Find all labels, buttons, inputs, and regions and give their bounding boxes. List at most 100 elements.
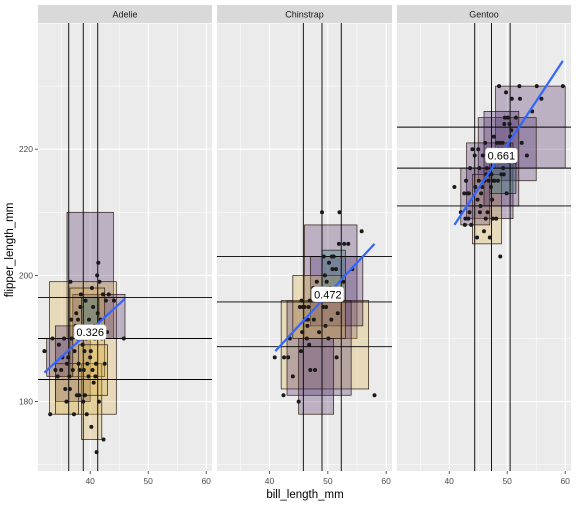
data-point — [76, 317, 81, 322]
data-point — [477, 210, 482, 215]
panel-plot-area: 0.472 — [217, 23, 392, 471]
data-point — [329, 317, 334, 322]
data-point — [84, 412, 89, 417]
data-point — [452, 185, 457, 190]
data-point — [480, 153, 485, 158]
data-point — [494, 216, 499, 221]
facet-panel-adelie: Adelie 0.326 40 50 60 180 200 220 — [19, 5, 212, 486]
data-point — [560, 84, 565, 89]
data-point — [311, 317, 316, 322]
data-point — [466, 191, 471, 196]
facet-strip-label: Adelie — [112, 10, 137, 20]
data-point — [502, 115, 507, 120]
data-point — [483, 216, 488, 221]
data-point — [96, 260, 101, 265]
data-point — [55, 374, 60, 379]
data-point — [488, 185, 493, 190]
data-point — [80, 342, 85, 347]
data-point — [302, 304, 307, 309]
data-point — [48, 412, 53, 417]
correlation-label-box — [311, 286, 345, 303]
data-point — [53, 368, 58, 373]
data-point — [42, 349, 47, 354]
data-point — [299, 298, 304, 303]
data-point — [94, 450, 99, 455]
data-point — [490, 216, 495, 221]
y-axis-title: flipper_length_mm — [4, 203, 16, 298]
data-point — [500, 140, 505, 145]
data-point — [334, 355, 339, 360]
data-point — [462, 191, 467, 196]
data-point — [87, 317, 92, 322]
data-point — [330, 267, 335, 272]
data-point — [85, 361, 90, 366]
data-point — [317, 330, 322, 335]
data-point — [71, 412, 76, 417]
data-point — [296, 399, 301, 404]
data-point — [320, 210, 324, 215]
data-point — [82, 349, 87, 354]
x-tick-label: 60 — [201, 476, 211, 486]
data-point — [485, 210, 490, 215]
data-point — [476, 147, 481, 152]
data-point — [513, 115, 518, 120]
data-point — [484, 166, 489, 171]
data-point — [337, 210, 342, 215]
data-point — [498, 254, 503, 259]
panel-plot-area: 0.661 — [397, 23, 571, 471]
data-point — [81, 368, 86, 373]
data-point — [95, 273, 100, 278]
data-point — [517, 84, 522, 89]
data-point — [272, 355, 277, 360]
data-point — [469, 222, 474, 227]
data-point — [290, 374, 295, 379]
x-tick-label: 50 — [143, 476, 153, 486]
data-point — [502, 121, 507, 126]
data-point — [64, 399, 69, 404]
data-point — [91, 304, 96, 309]
x-axis-title: bill_length_mm — [266, 489, 343, 501]
data-point — [59, 368, 64, 373]
data-point — [81, 399, 86, 404]
data-point — [324, 304, 329, 309]
data-point — [70, 368, 75, 373]
data-point — [97, 279, 102, 284]
panel-plot-area: 0.326 — [38, 23, 212, 471]
data-point — [321, 254, 326, 259]
data-point — [77, 368, 82, 373]
data-point — [102, 361, 107, 366]
data-point — [464, 178, 469, 183]
data-point — [100, 292, 105, 297]
data-point — [88, 355, 93, 360]
data-point — [331, 254, 336, 259]
data-point — [359, 229, 364, 234]
data-point — [322, 273, 327, 278]
data-point — [534, 84, 539, 89]
facet-strip-label: Gentoo — [469, 10, 499, 20]
correlation-label-text: 0.326 — [76, 327, 104, 339]
data-point — [90, 368, 95, 373]
data-point — [306, 317, 310, 322]
data-point — [121, 336, 126, 341]
data-point — [111, 298, 116, 303]
data-point — [475, 235, 480, 240]
data-point — [473, 185, 478, 190]
data-point — [78, 292, 83, 297]
data-point — [89, 286, 94, 291]
data-point — [101, 437, 106, 442]
data-point — [490, 197, 495, 202]
data-point — [519, 140, 524, 145]
data-point — [83, 298, 88, 303]
data-point — [88, 349, 93, 354]
data-point — [477, 166, 482, 171]
data-point — [308, 368, 313, 373]
correlation-label-text: 0.661 — [488, 151, 516, 163]
data-point — [539, 96, 544, 101]
data-point — [324, 279, 329, 284]
data-point — [56, 342, 61, 347]
y-tick-label: 220 — [19, 144, 33, 154]
data-point — [305, 323, 310, 328]
data-point — [323, 323, 328, 328]
data-point — [94, 361, 98, 366]
data-point — [313, 368, 317, 373]
